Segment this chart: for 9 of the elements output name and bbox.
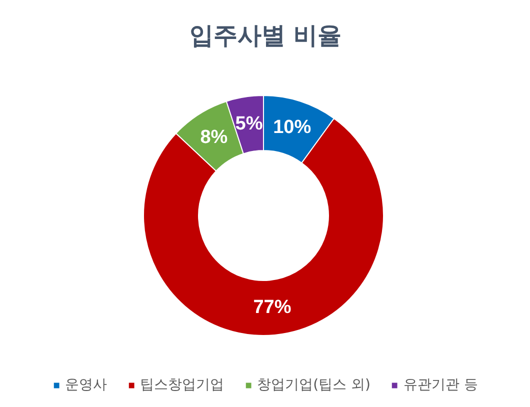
data-label: 8% <box>200 126 228 148</box>
legend-label: 팁스창업기업 <box>140 376 224 394</box>
legend-label: 창업기업(팁스 외) <box>257 376 370 394</box>
data-label: 5% <box>235 114 263 135</box>
data-label: 77% <box>253 297 292 318</box>
legend-label: 운영사 <box>65 376 108 394</box>
chart-title: 입주사별 비율 <box>189 22 342 50</box>
data-label: 10% <box>273 117 312 138</box>
legend-label: 유관기관 등 <box>403 376 478 394</box>
